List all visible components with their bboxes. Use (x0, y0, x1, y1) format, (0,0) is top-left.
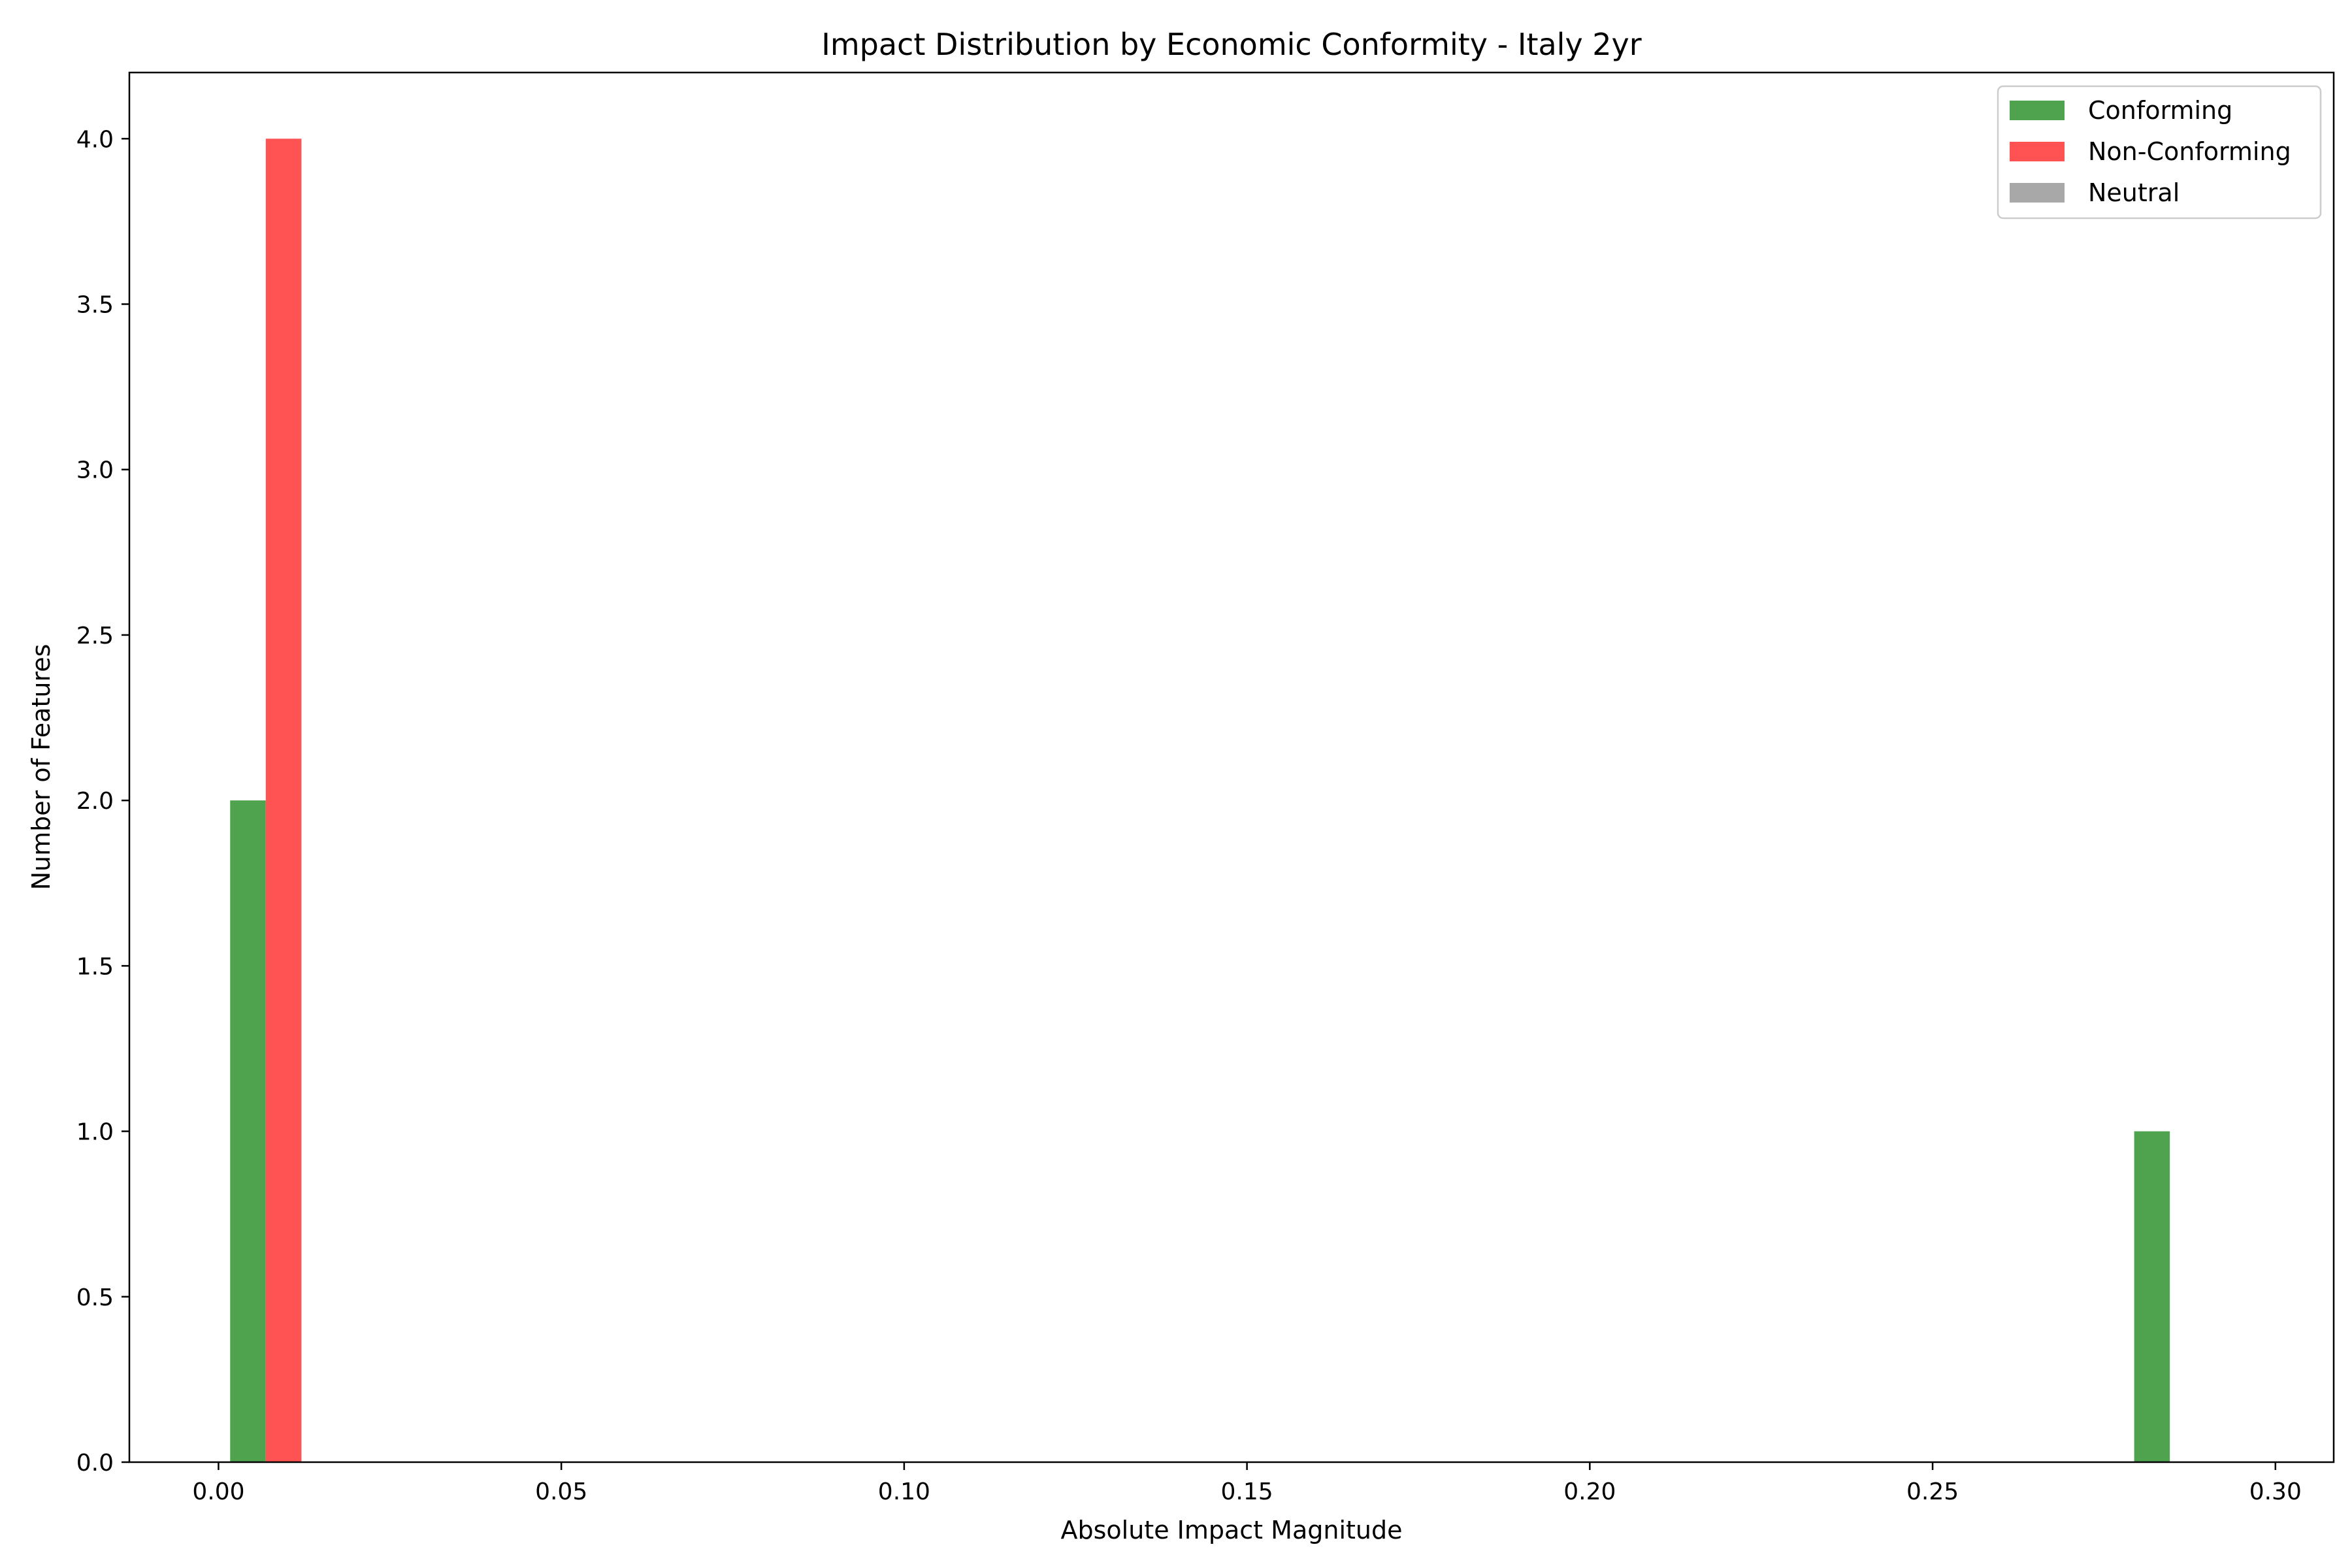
x-tick-label: 0.15 (1221, 1478, 1273, 1505)
legend: Conforming Non-Conforming Neutral (1997, 85, 2322, 220)
y-tick-label: 4.0 (76, 126, 114, 153)
legend-swatch-non-conforming (2010, 142, 2065, 161)
legend-label-neutral: Neutral (2088, 178, 2180, 207)
bar-conforming-1 (2134, 1131, 2170, 1462)
x-axis-label: Absolute Impact Magnitude (1061, 1516, 1403, 1544)
x-tick-label: 0.25 (1906, 1478, 1959, 1505)
y-tick-label: 2.5 (76, 623, 114, 649)
x-tick-label: 0.10 (878, 1478, 930, 1505)
bars-group (230, 139, 2170, 1462)
y-tick-label: 1.5 (76, 953, 114, 980)
bar-conforming-0 (230, 800, 266, 1462)
x-tick-label: 0.00 (192, 1478, 244, 1505)
x-axis-ticks: 0.00 0.05 0.10 0.15 0.20 0.25 0.30 (192, 1462, 2302, 1505)
y-tick-label: 0.0 (76, 1450, 114, 1477)
legend-label-conforming: Conforming (2088, 96, 2232, 125)
y-tick-label: 3.5 (76, 292, 114, 319)
bar-non-conforming-0 (265, 139, 302, 1462)
x-tick-label: 0.30 (2249, 1478, 2302, 1505)
legend-label-non-conforming: Non-Conforming (2088, 137, 2291, 166)
y-axis-ticks: 0.0 0.5 1.0 1.5 2.0 2.5 3.0 3.5 4.0 (76, 126, 129, 1477)
axes-frame (128, 71, 2335, 1463)
legend-swatch-neutral (2010, 183, 2065, 203)
y-axis-label: Number of Features (27, 644, 56, 890)
legend-box (1997, 85, 2322, 220)
x-tick-label: 0.20 (1563, 1478, 1616, 1505)
chart-title: Impact Distribution by Economic Conformi… (821, 27, 1641, 62)
x-tick-label: 0.05 (535, 1478, 587, 1505)
legend-swatch-conforming (2010, 101, 2065, 120)
y-tick-label: 2.0 (76, 788, 114, 815)
y-tick-label: 1.0 (76, 1119, 114, 1146)
y-tick-label: 0.5 (76, 1284, 114, 1311)
y-tick-label: 3.0 (76, 457, 114, 484)
